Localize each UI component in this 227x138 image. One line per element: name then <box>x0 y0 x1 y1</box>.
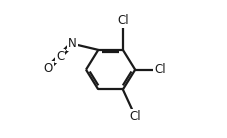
Text: O: O <box>43 62 52 75</box>
Text: Cl: Cl <box>153 63 165 76</box>
Text: C: C <box>56 50 64 63</box>
Text: N: N <box>68 37 76 50</box>
Text: Cl: Cl <box>129 110 140 123</box>
Text: Cl: Cl <box>116 14 128 27</box>
